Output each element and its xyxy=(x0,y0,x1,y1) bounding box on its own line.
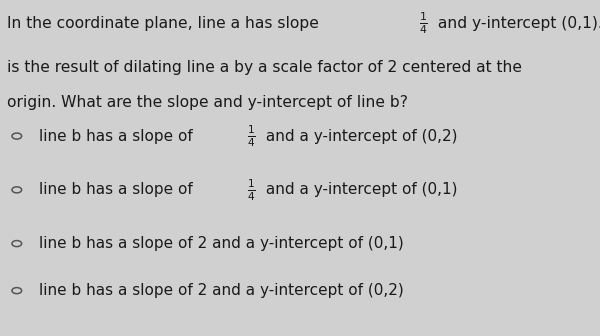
Text: line b has a slope of: line b has a slope of xyxy=(39,182,197,197)
Text: and y-intercept (0,1). Line b: and y-intercept (0,1). Line b xyxy=(433,16,600,31)
Text: line b has a slope of 2 and a y-intercept of (0,1): line b has a slope of 2 and a y-intercep… xyxy=(39,236,404,251)
Text: and a y-intercept of (0,2): and a y-intercept of (0,2) xyxy=(261,129,458,143)
Text: $\frac{1}{4}$: $\frac{1}{4}$ xyxy=(247,177,256,203)
Text: $\frac{1}{4}$: $\frac{1}{4}$ xyxy=(419,11,428,36)
Text: origin. What are the slope and y-intercept of line b?: origin. What are the slope and y-interce… xyxy=(7,95,408,110)
Text: $\frac{1}{4}$: $\frac{1}{4}$ xyxy=(247,123,256,149)
Text: is the result of dilating line a by a scale factor of 2 centered at the: is the result of dilating line a by a sc… xyxy=(7,60,522,75)
Text: line b has a slope of 2 and a y-intercept of (0,2): line b has a slope of 2 and a y-intercep… xyxy=(39,283,404,298)
Text: line b has a slope of: line b has a slope of xyxy=(39,129,197,143)
Text: and a y-intercept of (0,1): and a y-intercept of (0,1) xyxy=(261,182,458,197)
Text: In the coordinate plane, line a has slope: In the coordinate plane, line a has slop… xyxy=(7,16,324,31)
